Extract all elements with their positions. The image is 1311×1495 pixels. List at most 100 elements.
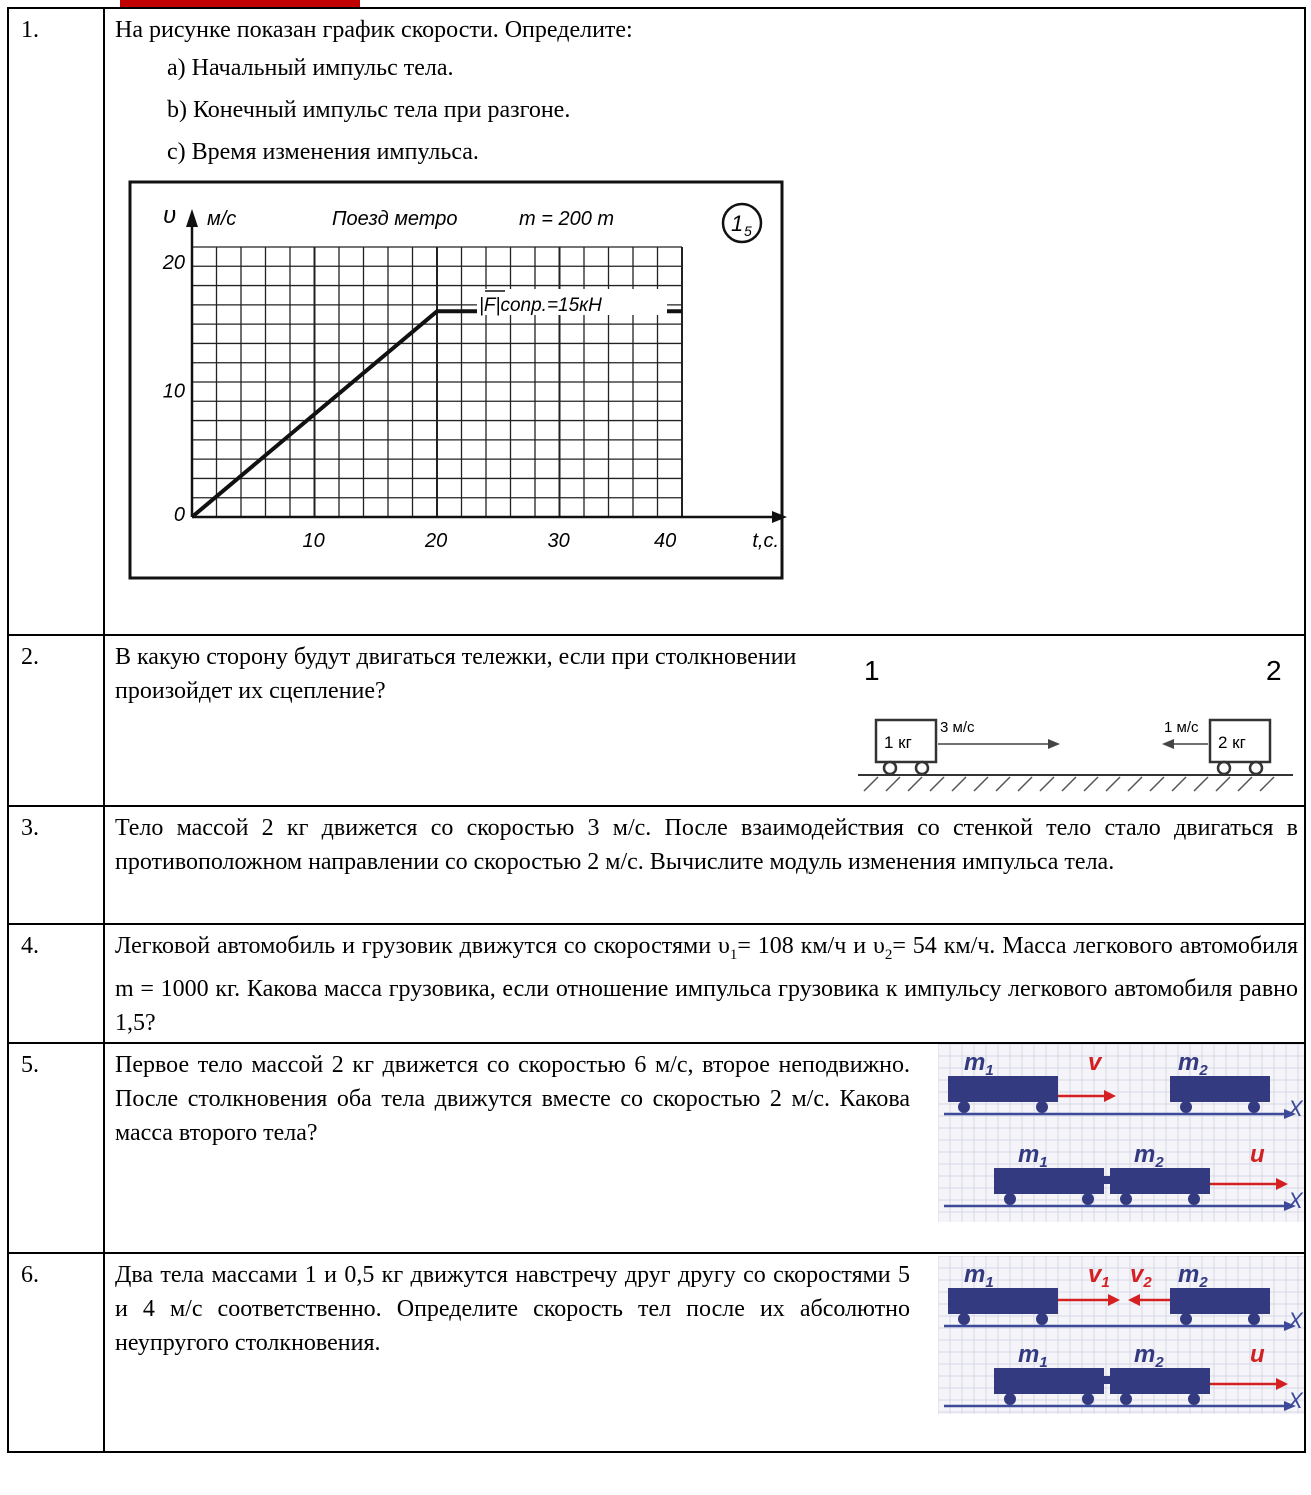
hatch-line [863,776,879,792]
subscript: 2 [884,946,893,963]
x-axis-label: X [1287,1096,1304,1121]
hatch-line [973,776,989,792]
cart-1-velocity: 3 м/с [940,719,975,736]
task-row-1: 1. На рисунке показан график скорости. О… [7,7,1306,636]
y-tick-label: 0 [174,504,185,526]
hatch-line [1215,776,1231,792]
mass-1-label: m1 [964,1049,994,1079]
task-number: 6. [7,1252,105,1453]
hatch-line [885,776,901,792]
figure-content: m1 m2 v Xm1 m2 uX [944,1049,1304,1213]
cart-body [948,1076,1058,1102]
task-text-part: = 108 км/ч и υ [737,933,885,959]
velocity-1-label: v1 [1088,1261,1110,1291]
mass-2-label: m2 [1178,1049,1208,1079]
x-tick-labels: 10 20 30 40 [303,530,677,552]
cart-wheel [1248,1313,1260,1325]
carts-figure: 1 2 1 кг 3 м/с 2 кг 1 м/с [858,655,1293,792]
chart-grid [191,246,683,518]
cart-body [1170,1288,1270,1314]
x-axis-arrow [1284,1401,1296,1411]
hatch-line [1083,776,1099,792]
sub-question-a: a) Начальный импульс тела. [167,55,454,81]
task-body: Два тела массами 1 и 0,5 кг движутся нав… [103,1252,1306,1453]
cart-wheel [1248,1101,1260,1113]
cart-wheel [1082,1193,1094,1205]
y-axis-label: м/с [207,208,236,230]
x-axis-arrow [1284,1109,1296,1119]
chart-title: Поезд метро [332,208,458,230]
mass-2-label: m2 [1134,1141,1164,1171]
cart-wheel [1036,1101,1048,1113]
cart-wheel [1120,1193,1132,1205]
velocity-arrowhead [1128,1294,1140,1306]
velocity-arrowhead [1108,1294,1120,1306]
x-tick-label: 30 [548,530,570,552]
task-row-5: 5. Первое тело массой 2 кг движется со с… [7,1042,1306,1254]
collision-figure: m1 m2 v1 v2 Xm1 m2 uX [938,1256,1304,1414]
velocity-u-label: u [1250,1341,1265,1368]
cart-body [994,1168,1104,1194]
hatch-line [1039,776,1055,792]
mass-2-label: m2 [1134,1341,1164,1371]
cart-body [1110,1368,1210,1394]
hatch-line [1149,776,1165,792]
task-number: 1. [7,7,105,636]
x-axis-arrow [1284,1201,1296,1211]
cart-wheel [958,1101,970,1113]
task-text: Легковой автомобиль и грузовик движутся … [103,923,1306,1044]
task-number: 4. [7,923,105,1044]
heading-remnant [120,0,360,7]
mass-1-label: m1 [1018,1341,1048,1371]
annotation-background [477,289,667,315]
hatch-line [929,776,945,792]
x-axis-arrow [772,511,787,523]
figure-badge-subscript: 5 [744,223,752,239]
mass-2-label: m2 [1178,1261,1208,1291]
velocity-label: v [1088,1049,1103,1076]
cart-2-velocity: 1 м/с [1164,719,1199,736]
cart-1-wheel [914,760,930,776]
chart-frame [128,180,784,580]
subscript: 1 [729,946,738,963]
cart-body [1170,1076,1270,1102]
task-text-part: Легковой автомобиль и грузовик движутся … [115,933,730,959]
velocity-arrowhead [1276,1378,1288,1390]
cart-body [994,1368,1104,1394]
cart-wheel [1180,1101,1192,1113]
x-axis-arrow [1284,1321,1296,1331]
sub-question-c: c) Время изменения импульса. [167,139,479,165]
x-axis-label: X [1287,1388,1304,1413]
hatch-line [1259,776,1275,792]
cart-1-arrowhead [1048,739,1060,749]
task-text: Два тела массами 1 и 0,5 кг движутся нав… [115,1262,910,1356]
y-axis-arrow [186,209,198,227]
hatch-line [1171,776,1187,792]
task-text: Первое тело массой 2 кг движется со скор… [115,1052,910,1146]
cart-1-label: 1 [864,655,880,686]
velocity-u-label: u [1250,1141,1265,1168]
coupling [1104,1176,1110,1184]
sub-question-b: b) Конечный импульс тела при разгоне. [167,97,571,123]
task-row-3: 3. Тело массой 2 кг движется со скорость… [7,805,1306,925]
cart-wheel [1188,1393,1200,1405]
sub-questions: a) Начальный импульс тела. b) Конечный и… [115,51,1298,169]
figure-badge-number: 1 [731,211,743,236]
hatch-line [1017,776,1033,792]
cart-1-body [874,718,938,764]
cart-2-mass: 2 кг [1218,733,1246,752]
hatch-line [1061,776,1077,792]
hatch-line [951,776,967,792]
cart-2-wheel [1248,760,1264,776]
coupling [1104,1376,1110,1384]
cart-wheel [1004,1393,1016,1405]
task-text: В какую сторону будут двигаться тележки,… [115,644,797,704]
x-tick-label: 40 [654,530,676,552]
cart-wheel [958,1313,970,1325]
cart-wheel [1082,1393,1094,1405]
x-axis-label: t,c. [752,530,779,552]
mass-1-label: m1 [1018,1141,1048,1171]
y-tick-label: 10 [163,380,185,402]
task-text: На рисунке показан график скорости. Опре… [115,17,633,43]
task-row-2: 2. В какую сторону будут двигаться тележ… [7,634,1306,807]
